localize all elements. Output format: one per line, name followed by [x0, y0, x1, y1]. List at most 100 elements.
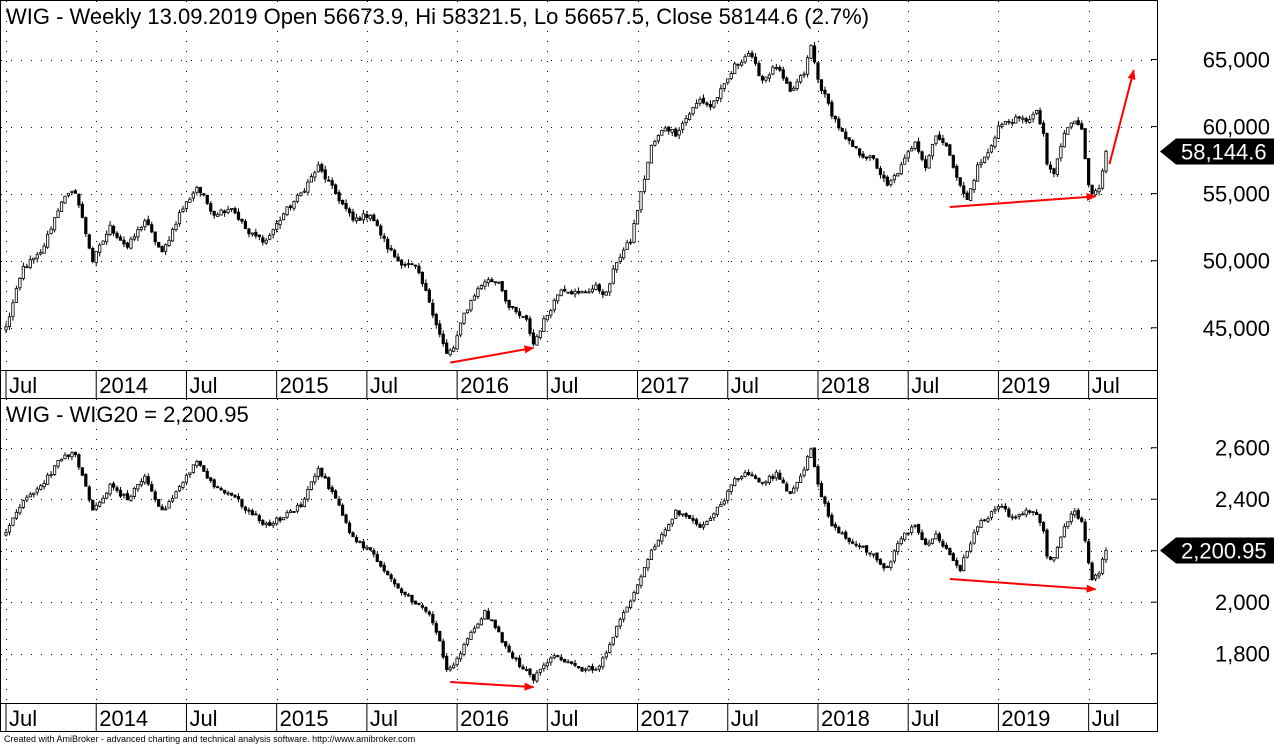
- candle-body: [712, 100, 716, 108]
- wig-y-axis: 45,000 50,000 55,000 60,000 65,000: [1151, 48, 1270, 341]
- divergence-arrow: [949, 192, 1097, 209]
- candle-body: [649, 549, 654, 561]
- candle-body: [576, 666, 581, 669]
- candle-body: [767, 74, 772, 79]
- candle-body: [684, 513, 688, 517]
- candle-body: [594, 668, 598, 671]
- candle-body: [958, 565, 962, 572]
- candle-body: [288, 510, 293, 514]
- candle-body: [1034, 110, 1039, 114]
- x-tick-label: 2015: [280, 373, 329, 398]
- candle-body: [1097, 573, 1101, 577]
- candle-body: [1024, 509, 1028, 516]
- candle-body: [28, 259, 32, 268]
- candle-body: [955, 165, 959, 178]
- candle-body: [118, 489, 123, 497]
- candle-body: [760, 481, 765, 484]
- candle-body: [965, 192, 969, 200]
- candle-body: [750, 474, 754, 477]
- candle-body: [858, 545, 862, 548]
- candle-body: [781, 479, 785, 484]
- candle-body: [913, 524, 917, 527]
- candle-body: [615, 625, 619, 637]
- candle-body: [903, 532, 907, 541]
- candle-body: [73, 190, 77, 194]
- candle-body: [181, 208, 185, 212]
- candle-body: [281, 213, 286, 221]
- candle-body: [323, 169, 327, 180]
- candle-body: [639, 576, 643, 586]
- candle-body: [264, 522, 268, 526]
- candle-body: [1048, 164, 1053, 170]
- candle-body: [347, 522, 352, 534]
- candle-body: [438, 323, 442, 335]
- candle-body: [372, 214, 376, 222]
- candle-body: [871, 155, 876, 159]
- candle-body: [63, 454, 67, 460]
- candle-body: [601, 291, 605, 295]
- candle-body: [1066, 521, 1070, 527]
- candle-body: [778, 66, 782, 71]
- candle-body: [77, 454, 81, 468]
- candle-body: [570, 661, 574, 664]
- candle-body: [677, 510, 681, 516]
- candle-body: [805, 57, 810, 75]
- candle-body: [896, 543, 900, 552]
- candle-body: [906, 532, 910, 535]
- candle-body: [32, 257, 36, 261]
- wig-chart-title: WIG - Weekly 13.09.2019 Open 56673.9, Hi…: [6, 4, 869, 29]
- candle-body: [132, 488, 136, 497]
- candle-body: [302, 190, 307, 193]
- candle-body: [403, 591, 407, 595]
- candle-body: [80, 203, 84, 218]
- candle-body: [629, 241, 633, 244]
- x-tick-label: Jul: [1092, 373, 1120, 398]
- candle-body: [202, 465, 206, 472]
- candle-body: [1041, 122, 1046, 134]
- candle-body: [635, 584, 640, 594]
- candle-body: [493, 281, 497, 283]
- candle-body: [309, 176, 313, 183]
- candle-body: [785, 483, 789, 492]
- candle-body: [847, 537, 851, 543]
- candle-body: [431, 613, 435, 624]
- candle-body: [70, 190, 74, 193]
- candle-body: [660, 130, 664, 136]
- candle-body: [153, 491, 157, 500]
- candle-body: [7, 316, 12, 328]
- candle-body: [733, 478, 737, 487]
- candle-body: [1069, 513, 1073, 522]
- candle-body: [1034, 511, 1039, 515]
- candle-body: [108, 483, 112, 495]
- divergence-arrow: [450, 680, 535, 691]
- y-tick-label: 2,600: [1215, 436, 1270, 461]
- candle-body: [1062, 132, 1066, 148]
- candle-body: [490, 619, 494, 622]
- footer-credit: Created with AmiBroker - advanced charti…: [4, 734, 415, 744]
- candle-body: [80, 467, 84, 476]
- candle-body: [129, 238, 133, 249]
- candle-body: [396, 583, 400, 589]
- candle-body: [219, 487, 223, 491]
- candle-body: [625, 242, 629, 250]
- candle-body: [73, 451, 77, 456]
- candle-body: [1090, 184, 1094, 195]
- candle-body: [184, 474, 189, 483]
- candle-body: [472, 627, 477, 633]
- candle-body: [833, 115, 837, 120]
- candle-body: [674, 509, 678, 519]
- candle-body: [420, 604, 425, 608]
- candle-body: [216, 214, 220, 217]
- candle-body: [941, 541, 945, 547]
- candle-body: [694, 519, 699, 525]
- candle-body: [254, 513, 258, 516]
- candle-body: [792, 87, 796, 91]
- candle-body: [563, 288, 567, 292]
- candle-body: [691, 518, 695, 521]
- candle-body: [715, 97, 719, 101]
- candle-body: [934, 135, 938, 144]
- y-tick-label: 2,400: [1215, 487, 1270, 512]
- candle-body: [160, 506, 164, 511]
- candle-body: [698, 98, 702, 104]
